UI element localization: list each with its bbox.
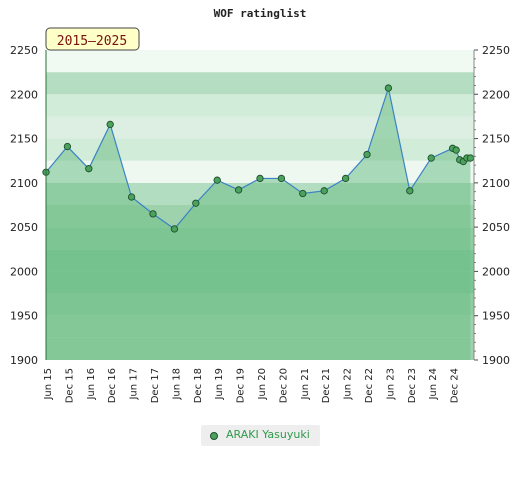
y-tick-label-right: 2150 — [482, 133, 510, 146]
x-tick-label: Jun 18 — [171, 368, 182, 401]
y-axis-right: 1900 1950 2000 2050 2100 2150 2200 2250 — [474, 44, 510, 367]
x-tick-label: Jun 20 — [257, 368, 268, 401]
data-point — [85, 165, 93, 173]
y-tick-label: 2100 — [10, 177, 38, 190]
axes — [45, 50, 475, 360]
x-tick-label: Dec 16 — [107, 368, 118, 403]
x-tick-label: Jun 17 — [129, 368, 140, 401]
period-badge-label: 2015–2025 — [57, 34, 127, 49]
y-tick-label-right: 2250 — [482, 44, 510, 57]
data-point — [234, 186, 243, 194]
data-point — [213, 176, 221, 184]
data-point — [452, 146, 460, 154]
legend-marker — [210, 432, 218, 440]
data-point — [170, 225, 179, 233]
y-tick-label: 1950 — [10, 310, 38, 323]
y-tick-label-right: 2200 — [482, 88, 510, 101]
data-point — [149, 210, 157, 218]
legend-label: ARAKI Yasuyuki — [226, 428, 310, 441]
data-point — [384, 84, 393, 92]
y-axis-left: 1900 1950 2000 2050 2100 2150 2200 2250 — [10, 44, 38, 367]
chart-title: WOF ratinglist — [214, 7, 307, 20]
y-tick-label: 2150 — [10, 133, 38, 146]
data-point — [192, 199, 200, 207]
band — [46, 50, 474, 73]
x-tick-label: Dec 20 — [278, 368, 289, 403]
x-tick-label: Jun 16 — [86, 368, 97, 401]
y-tick-label-right: 2050 — [482, 221, 510, 234]
x-tick-label: Dec 18 — [193, 368, 204, 403]
y-tick-label: 2050 — [10, 221, 38, 234]
data-point — [466, 154, 475, 162]
data-point — [363, 150, 371, 159]
series-layer — [42, 84, 475, 360]
x-tick-label: Jun 22 — [343, 368, 354, 401]
legend: ARAKI Yasuyuki — [201, 425, 320, 446]
series-area — [46, 88, 471, 360]
band — [46, 72, 474, 95]
x-tick-label: Jun 19 — [214, 368, 225, 401]
x-tick-label: Jun 24 — [428, 368, 439, 401]
data-point — [127, 193, 136, 201]
x-tick-label: Dec 23 — [407, 368, 418, 403]
x-tick-label: Jun 21 — [300, 368, 311, 401]
x-tick-label: Dec 24 — [450, 368, 461, 403]
data-point — [256, 174, 264, 183]
band — [46, 94, 474, 117]
data-point — [320, 187, 328, 195]
data-point — [63, 142, 72, 151]
x-tick-label: Dec 19 — [236, 368, 247, 403]
data-point — [427, 154, 435, 162]
y-tick-label: 1900 — [10, 354, 38, 367]
data-point — [106, 120, 114, 129]
data-point — [341, 174, 350, 183]
data-point — [406, 187, 414, 195]
y-tick-label: 2250 — [10, 44, 38, 57]
y-tick-label-right: 2000 — [482, 265, 510, 278]
x-tick-label: Dec 17 — [150, 368, 161, 403]
x-tick-label: Dec 15 — [64, 368, 75, 403]
x-tick-label: Jun 23 — [385, 368, 396, 401]
data-point — [277, 174, 286, 183]
y-tick-label-right: 2100 — [482, 177, 510, 190]
y-tick-label: 2000 — [10, 265, 38, 278]
y-tick-label: 2200 — [10, 88, 38, 101]
y-tick-label-right: 1950 — [482, 310, 510, 323]
period-badge: 2015–2025 — [45, 27, 140, 51]
x-tick-label: Jun 15 — [43, 368, 54, 401]
y-tick-label-right: 1900 — [482, 354, 510, 367]
band — [46, 116, 474, 139]
x-tick-label: Dec 21 — [321, 368, 332, 403]
x-axis: Jun 15 Dec 15 Jun 16 Dec 16 Jun 17 Dec 17 Jun … — [43, 368, 461, 403]
data-point — [299, 189, 307, 198]
x-tick-label: Dec 22 — [364, 368, 375, 403]
